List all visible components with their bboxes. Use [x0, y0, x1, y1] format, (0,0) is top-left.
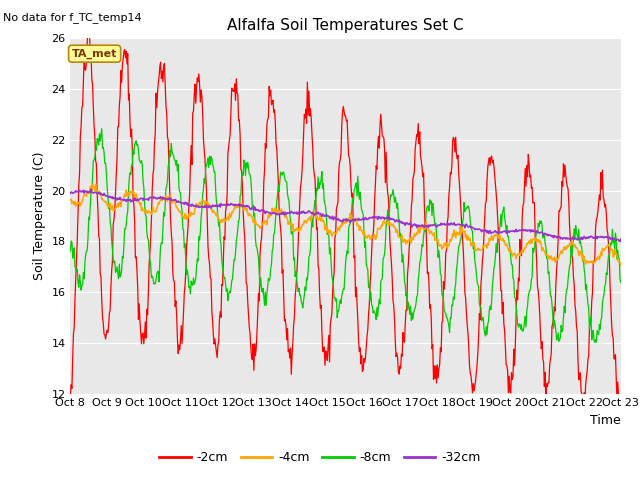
Y-axis label: Soil Temperature (C): Soil Temperature (C) [33, 152, 45, 280]
Text: TA_met: TA_met [72, 48, 117, 59]
Text: No data for f_TC_temp14: No data for f_TC_temp14 [3, 12, 142, 23]
Title: Alfalfa Soil Temperatures Set C: Alfalfa Soil Temperatures Set C [227, 18, 464, 33]
Legend: -2cm, -4cm, -8cm, -32cm: -2cm, -4cm, -8cm, -32cm [154, 446, 486, 469]
X-axis label: Time: Time [590, 414, 621, 427]
